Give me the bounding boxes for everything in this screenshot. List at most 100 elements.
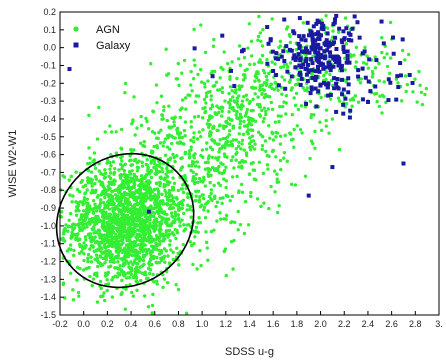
- data-point-agn: [93, 190, 98, 194]
- data-point-agn: [197, 165, 201, 169]
- data-point-agn: [192, 181, 197, 186]
- y-tick-label: 0.2: [43, 7, 56, 17]
- data-point-galaxy: [339, 68, 344, 73]
- x-tick-label: 1.6: [267, 319, 280, 329]
- data-point-galaxy: [309, 45, 314, 50]
- data-point-agn: [167, 188, 172, 193]
- data-point-agn: [90, 178, 95, 182]
- data-point-agn: [114, 226, 119, 231]
- data-point-agn: [232, 166, 236, 170]
- data-point-agn: [224, 193, 229, 198]
- data-point-agn: [77, 251, 82, 256]
- data-point-agn: [148, 263, 152, 267]
- data-point-agn: [229, 240, 234, 244]
- data-point-agn: [240, 99, 245, 103]
- data-point-agn: [113, 236, 117, 240]
- data-point-agn: [165, 145, 170, 149]
- data-point-agn: [243, 113, 248, 118]
- data-point-agn: [282, 156, 286, 160]
- data-point-agn: [172, 120, 176, 124]
- data-point-agn: [133, 270, 138, 274]
- data-point-agn: [157, 130, 161, 135]
- data-point-agn: [153, 162, 157, 166]
- data-point-agn: [68, 211, 73, 216]
- data-point-agn: [101, 172, 105, 177]
- data-point-agn: [225, 143, 229, 147]
- data-point-agn: [299, 104, 304, 108]
- data-point-agn: [230, 220, 234, 224]
- data-point-agn: [194, 225, 199, 230]
- data-point-agn: [266, 167, 270, 171]
- data-point-galaxy: [274, 72, 279, 77]
- data-point-agn: [263, 71, 267, 75]
- data-point-galaxy: [276, 56, 281, 61]
- data-point-agn: [243, 199, 248, 204]
- data-point-agn: [168, 243, 172, 247]
- data-point-agn: [203, 50, 208, 55]
- data-point-agn: [95, 239, 99, 244]
- data-point-agn: [143, 243, 147, 247]
- data-point-agn: [84, 222, 89, 226]
- data-point-agn: [377, 61, 381, 66]
- data-point-galaxy: [341, 102, 346, 107]
- data-point-agn: [236, 57, 241, 61]
- data-point-agn: [142, 206, 147, 210]
- data-point-agn: [77, 208, 81, 213]
- data-point-agn: [281, 104, 285, 109]
- data-point-agn: [251, 97, 255, 102]
- data-point-agn: [152, 144, 156, 149]
- data-point-agn: [228, 74, 232, 79]
- data-point-galaxy: [298, 56, 303, 61]
- data-point-galaxy: [266, 41, 271, 46]
- data-point-galaxy: [232, 84, 237, 89]
- data-point-agn: [419, 90, 424, 95]
- data-point-agn: [185, 192, 190, 196]
- data-point-agn: [192, 241, 196, 246]
- data-point-agn: [237, 132, 241, 136]
- data-point-agn: [135, 126, 139, 130]
- data-point-agn: [151, 196, 156, 200]
- data-point-agn: [230, 106, 234, 111]
- data-point-agn: [139, 174, 144, 178]
- data-point-agn: [337, 99, 342, 103]
- data-point-agn: [176, 188, 181, 193]
- data-point-agn: [222, 170, 226, 175]
- data-point-agn: [344, 42, 349, 46]
- data-point-agn: [163, 137, 168, 141]
- data-point-agn: [77, 242, 82, 247]
- data-point-agn: [87, 209, 91, 214]
- data-point-agn: [176, 287, 181, 292]
- data-point-agn: [331, 29, 335, 33]
- data-point-agn: [192, 115, 197, 119]
- x-tick-label: 2.2: [338, 319, 351, 329]
- data-point-agn: [222, 126, 226, 131]
- data-point-galaxy: [310, 37, 315, 42]
- data-point-agn: [356, 78, 361, 82]
- data-point-agn: [149, 255, 154, 260]
- data-point-agn: [148, 251, 153, 255]
- data-point-agn: [227, 133, 231, 137]
- data-point-agn: [201, 128, 205, 132]
- data-point-agn: [292, 127, 296, 132]
- legend-galaxy-marker: [73, 42, 79, 48]
- data-point-galaxy: [316, 42, 321, 47]
- data-point-agn: [190, 89, 194, 93]
- data-point-agn: [105, 232, 109, 237]
- data-point-agn: [175, 77, 180, 81]
- data-point-agn: [105, 288, 109, 293]
- data-point-agn: [103, 274, 108, 278]
- data-point-agn: [208, 122, 212, 127]
- data-point-agn: [158, 175, 162, 180]
- data-point-agn: [271, 148, 276, 153]
- data-point-agn: [221, 196, 225, 200]
- data-point-agn: [172, 155, 176, 160]
- data-point-agn: [121, 272, 126, 277]
- data-point-agn: [279, 167, 283, 172]
- data-point-agn: [267, 95, 272, 99]
- data-point-agn: [257, 60, 261, 64]
- data-point-agn: [182, 128, 187, 133]
- data-point-agn: [239, 160, 244, 164]
- data-point-agn: [255, 197, 260, 201]
- data-point-agn: [175, 154, 179, 158]
- data-point-galaxy: [344, 60, 349, 65]
